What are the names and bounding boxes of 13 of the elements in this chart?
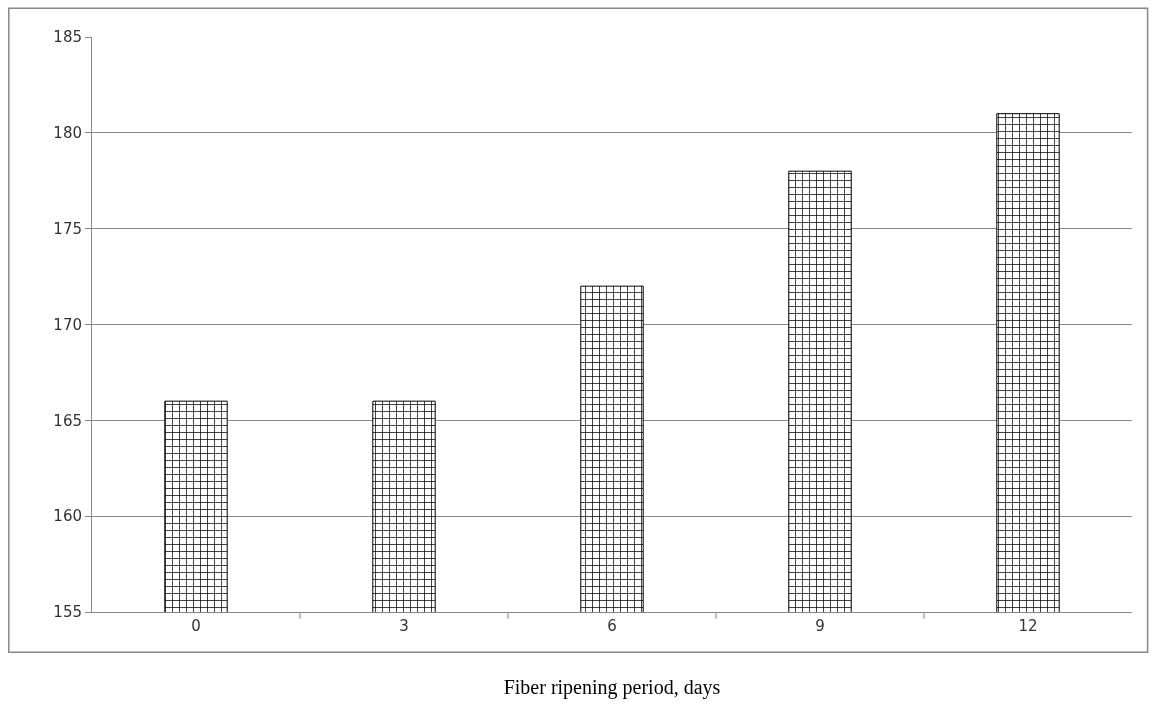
x-tick-label: 3: [399, 617, 409, 635]
x-tick-label: 12: [1018, 617, 1038, 635]
x-tick-label: 9: [815, 617, 825, 635]
y-tick-label: 185: [53, 28, 82, 47]
x-tick-label: 6: [607, 617, 617, 635]
x-tick-label: 0: [191, 617, 201, 635]
y-tick-label: 160: [53, 507, 82, 526]
y-tick-label: 165: [53, 411, 82, 430]
y-tick-label: 180: [53, 124, 82, 143]
y-tick-label: 175: [53, 219, 82, 238]
y-tick-label: 170: [53, 315, 82, 334]
x-axis-title: Fiber ripening period, days: [503, 675, 721, 699]
y-tick-label: 155: [53, 603, 82, 622]
